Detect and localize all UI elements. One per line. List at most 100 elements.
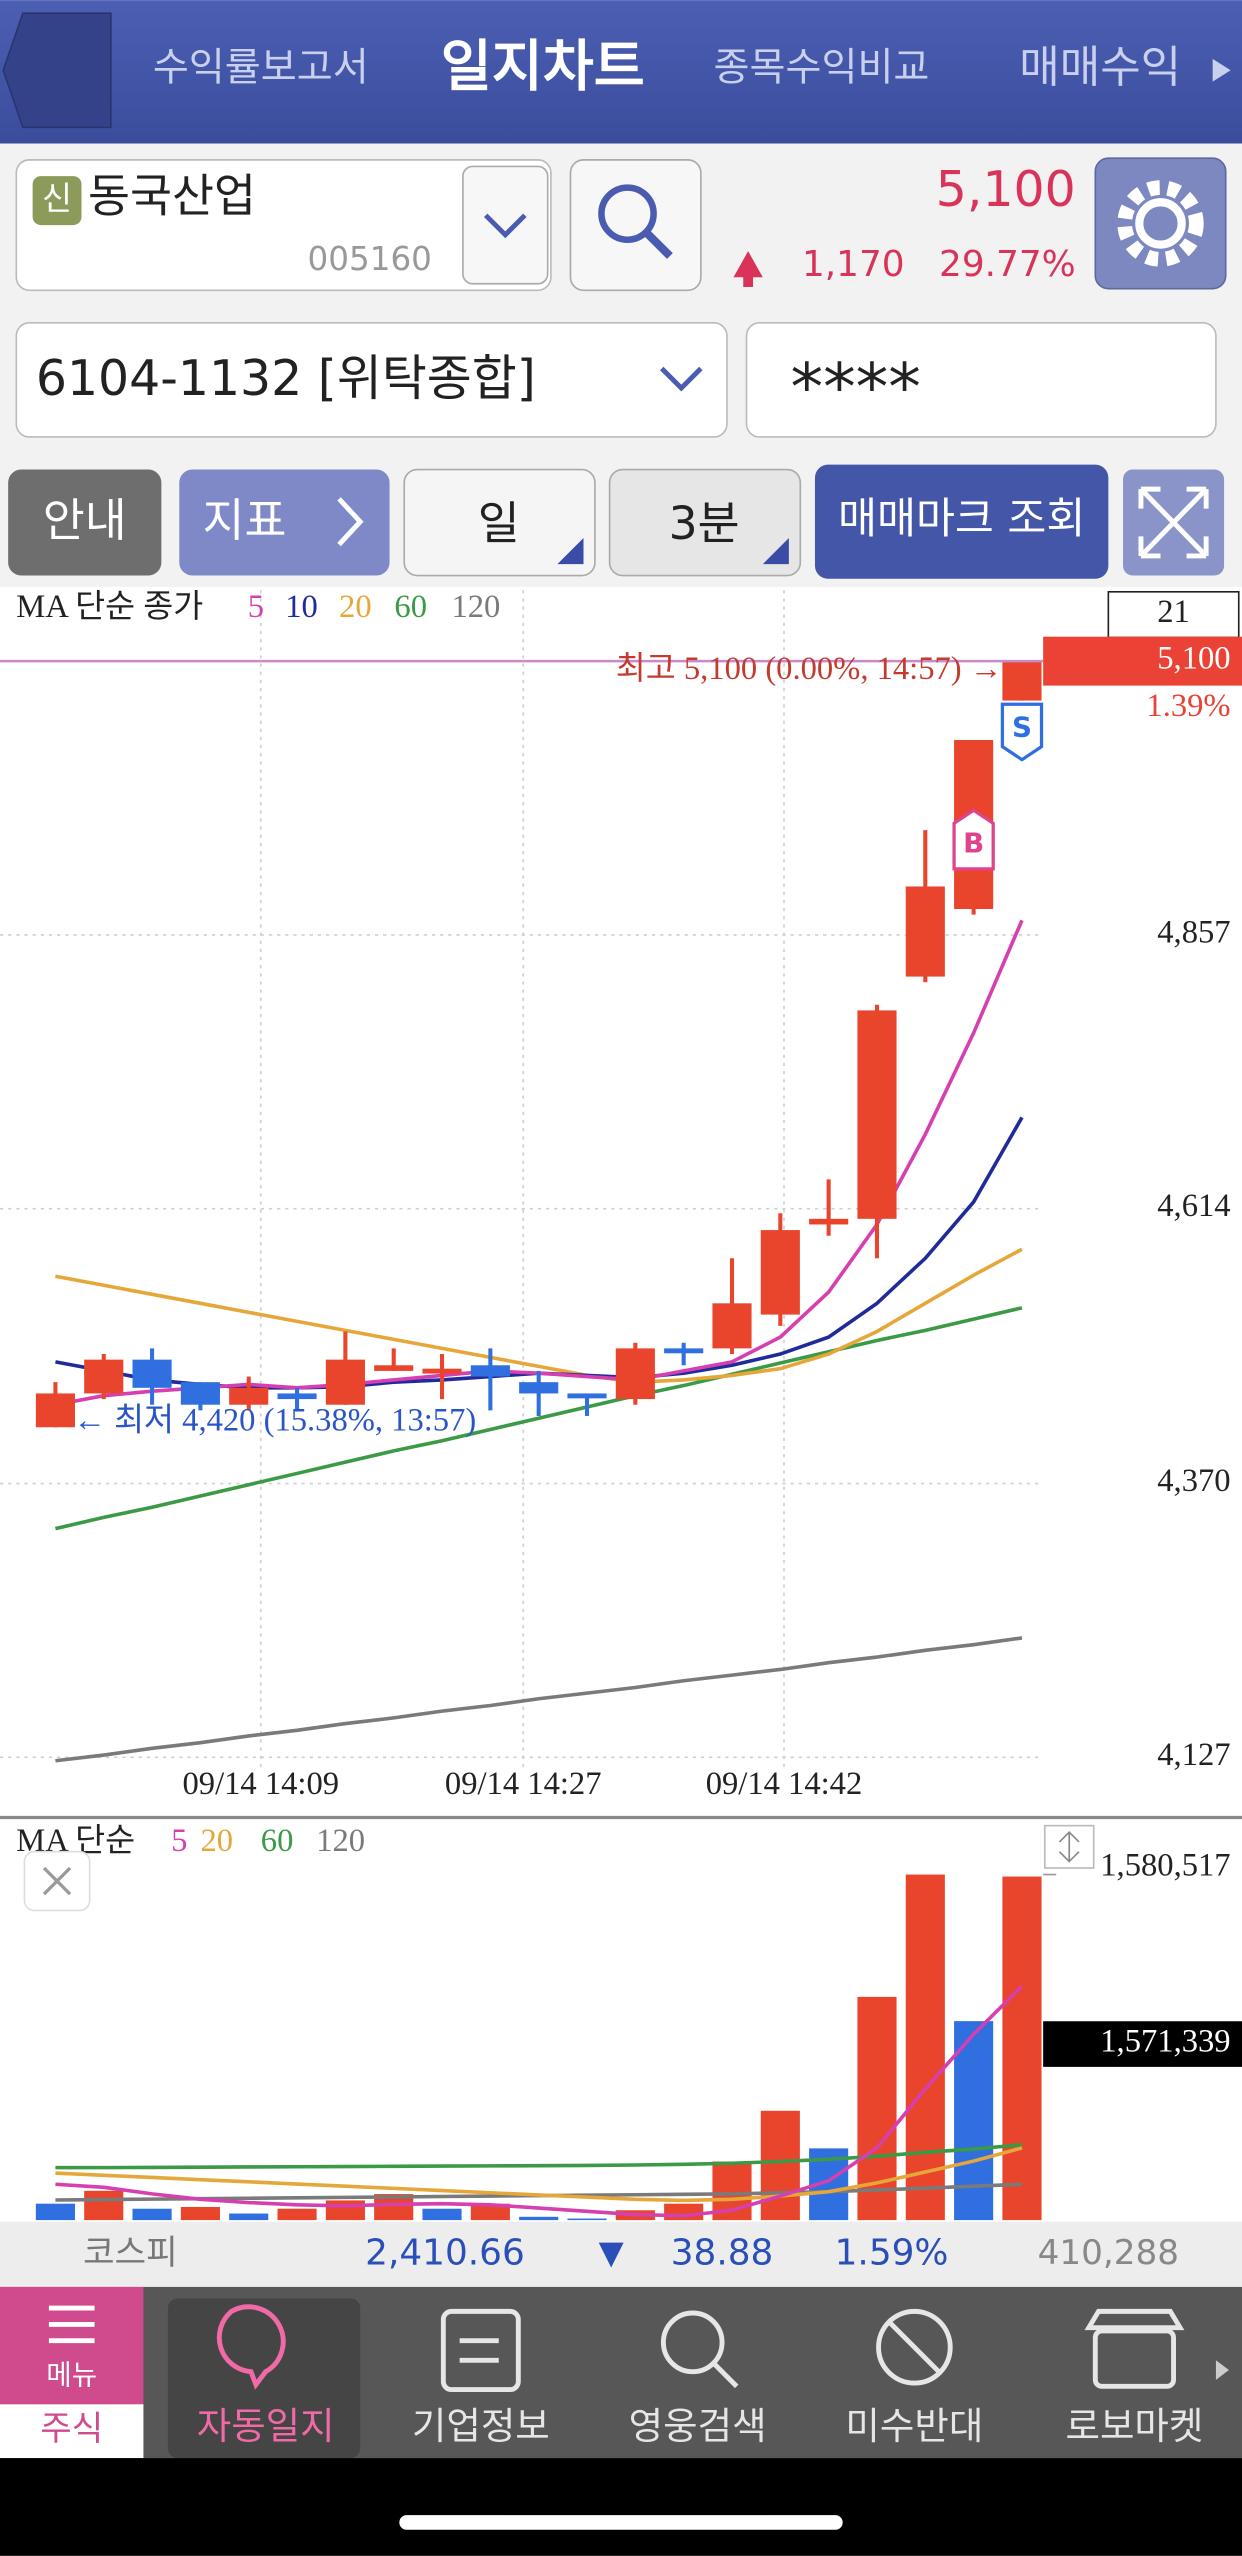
legend-item: 120 [316,1823,365,1859]
volume-bar [760,2110,800,2221]
y-tick-label: 1,580,517 [1100,1848,1230,1884]
account-number: 6104-1132 [위탁종합] [36,350,536,407]
nav-item[interactable]: 영웅검색 [629,2404,767,2448]
tab[interactable]: 매매수익 [1019,42,1181,93]
candle-body [325,1359,365,1405]
stock-badge: 신 [42,180,72,218]
x-tick-label: 09/14 14:42 [706,1766,863,1802]
ma-line [55,1306,1023,1531]
candle-body [132,1359,172,1388]
candle-body [615,1348,655,1400]
ma-line [55,1984,1024,2218]
nav-item[interactable]: 자동일지 [197,2404,335,2448]
ma-line [55,1247,1023,1384]
y-tick-label: 4,370 [1157,1463,1230,1499]
rate-label: 1.39% [1146,688,1230,724]
count-label: 21 [1157,594,1190,630]
button[interactable] [403,468,596,577]
legend-item: 20 [200,1823,233,1859]
ma-line [55,1636,1023,1763]
volume-bar [470,2203,510,2221]
nav-item[interactable]: 기업정보 [412,2404,550,2448]
menu-label: 메뉴 [46,2359,97,2392]
button-label: 일 [478,497,520,550]
candle-body [809,1218,849,1225]
candle-body [664,1348,704,1354]
y-tick-label: 4,614 [1157,1188,1230,1224]
plot: 4,127 4,370 4,614 4,857 09/14 14:09 09/14 14:… [0,589,1242,2221]
volume-bar [664,2203,704,2221]
volume-bar [35,2203,75,2221]
home-indicator[interactable] [399,2515,843,2530]
candle-body [760,1230,800,1315]
low-annotation: ← 최저 4,420 (15.38%, 13:57) [73,1403,476,1439]
button[interactable] [608,468,802,577]
nav-active [167,2298,361,2459]
index-value: 2,410.66 [365,2232,525,2273]
buy-marker: B [963,826,984,859]
stock-box[interactable] [15,159,552,292]
candle-body [470,1365,510,1377]
legend-item: 120 [451,589,500,625]
candle-body [857,1010,897,1219]
button[interactable] [814,464,1109,579]
nav-icons [216,2304,1185,2393]
stock-dropdown[interactable] [462,165,549,285]
tab-scroll-arrow[interactable] [1212,58,1231,82]
button[interactable] [179,469,390,576]
sell-marker-shape [1000,702,1044,762]
button-label: 매매마크 조회 [838,494,1085,543]
price-box [1043,636,1242,686]
gear-icon [1117,180,1204,267]
button-label: 3분 [669,497,740,550]
last-value-box [1043,2021,1242,2067]
y-tick-label: 4,127 [1157,1737,1230,1773]
badge-bg [32,176,82,226]
header-bar [0,0,1242,144]
search-icon [598,184,657,243]
password-box[interactable] [745,322,1217,438]
volume-bar [1002,1876,1042,2221]
back-button[interactable] [2,12,112,129]
candle-body [180,1382,220,1405]
search-button[interactable] [569,159,702,292]
tab[interactable]: 수익률보고서 [153,46,369,91]
index-direction: ▼ [599,2233,624,2271]
candle-body [229,1387,269,1405]
up-arrow [733,251,763,288]
volume-bar [84,2190,124,2221]
candle-body [519,1382,559,1394]
volume-bar [180,2206,220,2221]
account-box[interactable] [15,322,728,438]
candle-body [567,1393,607,1399]
candle-body [905,886,945,977]
index-name: 코스피 [83,2233,177,2273]
legend-title: MA 단순 종가 [16,589,203,625]
tab-active[interactable]: 일지차트 [441,35,645,99]
buy-marker-shape [952,808,995,871]
nav-item[interactable]: 로보마켓 [1065,2404,1203,2448]
button[interactable] [8,469,162,576]
chevron [337,497,364,547]
settings-button[interactable] [1094,157,1227,290]
section-tab[interactable] [0,2404,144,2459]
legend-item: 5 [171,1823,187,1859]
high-annotation: 최고 5,100 (0.00%, 14:57) → [616,651,1003,687]
nav-item[interactable]: 미수반대 [845,2404,983,2448]
chevron [483,213,527,239]
stock-price: 5,100 [936,161,1076,218]
volume-bar [132,2208,172,2221]
candle-body [712,1303,752,1349]
tab[interactable]: 종목수익비교 [714,46,930,91]
stock-code: 005160 [308,240,432,278]
price-label: 5,100 [1157,641,1230,677]
close-icon [42,1866,72,1896]
candle-body [422,1368,462,1374]
volume-bar [905,1874,945,2221]
legend-item: 60 [394,589,427,625]
legend-item: 5 [248,589,264,625]
gear-icon [1135,198,1186,249]
index-change: 38.88 [671,2232,774,2273]
candle-body [84,1359,124,1394]
